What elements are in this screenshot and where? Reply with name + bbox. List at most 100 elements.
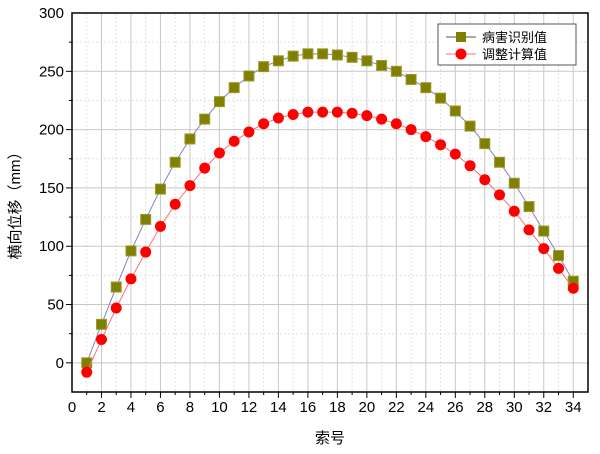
x-tick-label: 4 xyxy=(127,399,135,416)
x-tick-label: 16 xyxy=(300,399,317,416)
data-point-square xyxy=(95,318,107,330)
data-point-circle xyxy=(376,113,388,125)
plot-frame xyxy=(71,12,589,393)
data-point-circle xyxy=(125,273,137,285)
data-point-square xyxy=(405,73,417,85)
data-point-square xyxy=(538,225,550,237)
data-point-square xyxy=(346,51,358,63)
series-line xyxy=(86,111,574,373)
data-point-circle xyxy=(420,131,432,143)
x-axis-label: 索号 xyxy=(315,430,345,447)
data-point-square xyxy=(272,55,284,67)
data-point-square xyxy=(125,245,137,257)
data-point-square xyxy=(243,70,255,82)
x-tick-label: 22 xyxy=(388,399,405,416)
x-tick-label: 6 xyxy=(156,399,164,416)
data-point-square xyxy=(258,61,270,73)
data-point-circle xyxy=(213,147,225,159)
data-point-square xyxy=(287,50,299,62)
data-point-square xyxy=(228,82,240,94)
y-tick-label: 150 xyxy=(39,180,64,197)
data-point-square xyxy=(523,201,535,213)
data-point-square xyxy=(494,156,506,168)
y-tick-label: 50 xyxy=(47,297,64,314)
x-tick-label: 32 xyxy=(535,399,552,416)
data-point-square xyxy=(140,213,152,225)
data-point-circle xyxy=(390,118,402,130)
data-point-square xyxy=(435,92,447,104)
y-tick-label: 300 xyxy=(39,5,64,22)
data-point-square xyxy=(361,55,373,67)
data-point-square xyxy=(302,48,314,60)
data-point-circle xyxy=(567,282,579,294)
data-point-square xyxy=(154,183,166,195)
data-point-circle xyxy=(140,246,152,258)
data-point-circle xyxy=(95,334,107,346)
data-point-circle xyxy=(538,243,550,255)
y-axis-label: 横向位移（mm） xyxy=(7,145,24,260)
data-point-square xyxy=(199,113,211,125)
data-point-circle xyxy=(272,112,284,124)
data-point-circle xyxy=(317,106,329,118)
data-point-square xyxy=(464,120,476,132)
data-point-square xyxy=(420,82,432,94)
x-tick-label: 20 xyxy=(359,399,376,416)
data-point-square xyxy=(376,59,388,71)
x-tick-label: 24 xyxy=(417,399,434,416)
x-tick-label: 0 xyxy=(68,399,76,416)
x-tick-label: 34 xyxy=(565,399,582,416)
x-tick-label: 14 xyxy=(270,399,287,416)
y-tick-label: 250 xyxy=(39,63,64,80)
data-point-circle xyxy=(331,106,343,118)
data-point-circle xyxy=(361,110,373,122)
data-point-square xyxy=(317,48,329,60)
x-tick-label: 12 xyxy=(241,399,258,416)
legend-marker-circle xyxy=(455,48,467,60)
x-tick-label: 30 xyxy=(506,399,523,416)
x-tick-label: 18 xyxy=(329,399,346,416)
x-tick-label: 8 xyxy=(186,399,194,416)
data-point-circle xyxy=(154,220,166,232)
x-tick-label: 26 xyxy=(447,399,464,416)
data-point-circle xyxy=(523,224,535,236)
data-point-square xyxy=(553,250,565,262)
y-tick-label: 200 xyxy=(39,122,64,139)
y-tick-label: 0 xyxy=(56,355,64,372)
data-point-square xyxy=(479,138,491,150)
data-point-square xyxy=(184,133,196,145)
y-tick-label: 100 xyxy=(39,238,64,255)
data-point-square xyxy=(213,96,225,108)
series-layer xyxy=(81,48,579,378)
data-point-square xyxy=(449,105,461,117)
data-point-circle xyxy=(110,302,122,314)
x-tick-label: 10 xyxy=(211,399,228,416)
data-point-circle xyxy=(243,126,255,138)
data-point-circle xyxy=(553,262,565,274)
data-point-circle xyxy=(435,139,447,151)
data-point-square xyxy=(81,357,93,369)
data-point-square xyxy=(508,177,520,189)
data-point-circle xyxy=(199,162,211,174)
grid xyxy=(72,13,588,392)
data-point-square xyxy=(331,49,343,61)
data-point-circle xyxy=(346,107,358,119)
x-tick-label: 2 xyxy=(97,399,105,416)
data-point-circle xyxy=(479,174,491,186)
data-point-circle xyxy=(449,148,461,160)
series-line xyxy=(86,53,574,364)
legend-label: 病害识别值 xyxy=(482,30,547,45)
legend-marker-square xyxy=(456,32,466,42)
x-tick-label: 28 xyxy=(476,399,493,416)
data-point-square xyxy=(169,156,181,168)
data-point-circle xyxy=(464,160,476,172)
data-point-circle xyxy=(494,189,506,201)
data-point-circle xyxy=(508,205,520,217)
data-point-circle xyxy=(169,198,181,210)
data-point-circle xyxy=(258,118,270,130)
data-point-circle xyxy=(81,366,93,378)
ticks: 0 2 4 6 8 10 12 14 16 18 20 22 24 26 28 30 32 34050100150… xyxy=(39,5,582,416)
legend-label: 调整计算值 xyxy=(482,47,547,62)
